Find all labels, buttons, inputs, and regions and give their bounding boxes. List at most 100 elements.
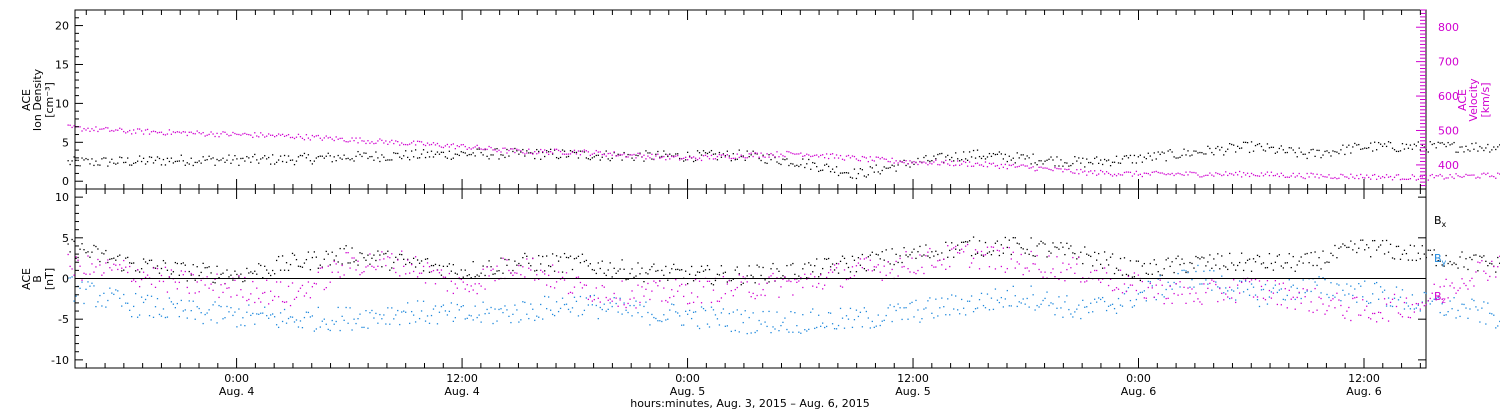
data-point-bx: [786, 264, 788, 267]
data-point-by: [1082, 299, 1084, 302]
data-point-bx: [244, 280, 246, 282]
xtick-date: Aug. 4: [219, 385, 254, 398]
data-point-bz: [97, 258, 99, 261]
data-point-bz: [329, 281, 331, 283]
data-point-bz: [1370, 318, 1372, 320]
data-point-velocity: [142, 133, 145, 135]
data-point-by: [720, 312, 723, 314]
data-point-density: [198, 160, 200, 162]
data-point-bx: [281, 255, 284, 257]
data-point-density: [546, 150, 548, 152]
data-point-by: [825, 325, 828, 328]
data-point-bx: [1443, 265, 1445, 267]
data-point-bx: [315, 256, 317, 258]
data-point-bz: [1431, 292, 1433, 294]
data-point-velocity: [1046, 167, 1048, 169]
data-point-by: [1360, 285, 1362, 287]
data-point-velocity: [1074, 172, 1076, 174]
data-point-bz: [379, 259, 381, 261]
data-point-bx: [968, 240, 971, 242]
data-point-bz: [115, 264, 117, 266]
data-point-bz: [686, 303, 689, 305]
data-point-bx: [428, 271, 431, 273]
data-point-velocity: [138, 128, 141, 130]
data-point-bz: [1441, 298, 1443, 300]
data-point-density: [756, 153, 758, 155]
data-point-by: [403, 310, 405, 312]
data-point-bx: [196, 266, 198, 268]
data-point-density: [1050, 156, 1052, 158]
data-point-density: [136, 160, 139, 162]
data-point-by: [154, 306, 157, 308]
data-point-bz: [166, 291, 169, 293]
data-point-by: [117, 290, 119, 292]
data-point-by: [694, 311, 697, 313]
data-point-bz: [373, 266, 375, 268]
data-point-by: [1457, 309, 1459, 312]
top-ylabel-line-2: Ion Density: [31, 68, 44, 131]
data-point-bx: [357, 264, 359, 266]
data-point-by: [192, 300, 194, 302]
data-point-bx: [583, 260, 586, 263]
data-point-density: [434, 153, 437, 155]
data-point-by: [69, 277, 71, 279]
data-point-by: [1381, 291, 1384, 293]
data-point-velocity: [843, 159, 846, 161]
data-point-bx: [210, 272, 212, 274]
data-point-velocity: [1181, 174, 1183, 176]
data-point-bz: [381, 251, 383, 253]
data-point-by: [224, 317, 226, 319]
data-point-bx: [557, 260, 560, 262]
data-point-velocity: [1109, 173, 1112, 176]
data-point-density: [1423, 146, 1425, 148]
data-point-velocity: [289, 136, 292, 139]
data-point-bz: [123, 259, 125, 262]
data-point-by: [551, 313, 554, 316]
data-point-density: [1385, 145, 1388, 148]
data-point-bz: [798, 280, 800, 282]
data-point-bz: [905, 251, 907, 253]
data-point-bx: [1473, 254, 1475, 256]
data-point-bz: [1272, 292, 1275, 294]
data-point-bx: [85, 252, 87, 254]
data-point-density: [273, 163, 276, 165]
data-point-density: [802, 158, 804, 160]
data-point-velocity: [238, 133, 240, 136]
data-point-velocity: [845, 155, 848, 157]
data-point-density: [1449, 144, 1451, 146]
data-point-bz: [1151, 287, 1153, 289]
data-point-density: [748, 155, 750, 158]
data-point-velocity: [1006, 168, 1008, 170]
data-point-bz: [1292, 296, 1294, 298]
data-point-velocity: [629, 154, 631, 156]
data-point-by: [1332, 294, 1334, 297]
data-point-by: [1489, 312, 1491, 315]
data-point-bx: [95, 245, 97, 248]
data-point-velocity: [538, 152, 540, 154]
data-point-by: [1340, 300, 1342, 302]
data-point-bx: [1235, 269, 1237, 271]
data-point-by: [547, 296, 550, 298]
data-point-bx: [1461, 251, 1463, 253]
data-point-bx: [412, 257, 415, 260]
data-point-density: [716, 159, 719, 161]
data-point-by: [369, 312, 371, 314]
data-point-by: [643, 305, 645, 308]
data-point-by: [686, 313, 689, 315]
data-point-velocity: [184, 131, 186, 133]
data-point-bz: [389, 257, 391, 259]
data-point-bx: [542, 255, 544, 258]
data-point-density: [935, 158, 937, 160]
data-point-bx: [1379, 244, 1382, 246]
data-point-bz: [557, 271, 560, 273]
data-point-bz: [111, 269, 113, 271]
data-point-by: [1092, 311, 1094, 313]
data-point-velocity: [798, 153, 800, 155]
data-point-by: [496, 320, 498, 322]
data-point-velocity: [778, 156, 780, 158]
data-point-bz: [891, 268, 893, 271]
data-point-bz: [1254, 278, 1257, 281]
data-point-bx: [1312, 264, 1314, 267]
data-point-by: [700, 306, 703, 308]
data-point-by: [1324, 279, 1326, 281]
